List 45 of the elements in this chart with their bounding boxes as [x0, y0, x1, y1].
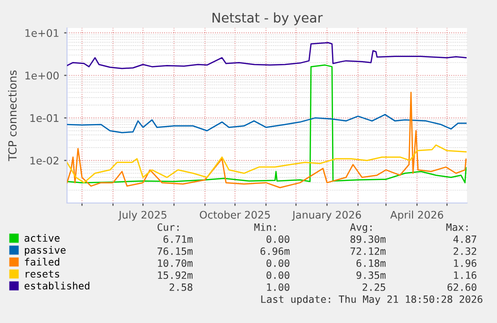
line-series	[67, 42, 467, 70]
text: 62.60	[448, 283, 476, 291]
text: 0.00	[266, 271, 290, 279]
text: 9.35m	[356, 271, 386, 279]
text: 6.18m	[356, 259, 386, 267]
text: 6.71m	[164, 235, 193, 243]
line-series	[67, 64, 467, 184]
text: 72.12m	[350, 247, 386, 255]
legend-label: passive	[24, 246, 66, 256]
text: 4.87	[453, 235, 476, 243]
text: 2.32	[454, 247, 476, 255]
text: 0.00	[266, 235, 290, 243]
text: 2.58	[170, 283, 192, 291]
text: 2.25	[362, 283, 386, 291]
text: Cur:	[158, 223, 179, 231]
text: Max:	[446, 223, 468, 231]
text: 15.92m	[158, 271, 193, 279]
y-tick-label: 1e-01	[30, 114, 58, 122]
text: 1.96	[454, 259, 476, 267]
text: 10.70m	[158, 259, 193, 267]
legend-label: established	[24, 282, 90, 290]
line-series	[67, 144, 467, 184]
legend-label: active	[24, 234, 60, 242]
x-tick-label: April 2026	[390, 210, 444, 221]
y-tick-label: 1e+01	[25, 29, 58, 37]
text: 76.15m	[158, 247, 193, 255]
line-series	[67, 92, 467, 188]
text: 6.96m	[260, 247, 290, 255]
text: 89.30m	[350, 235, 386, 243]
text: Last update: Thu May 21 18:50:28 2026	[261, 295, 482, 305]
y-tick-label: 1e+00	[25, 72, 59, 80]
x-tick-label: October 2025	[200, 210, 270, 219]
legend-label: failed	[24, 258, 60, 266]
text: Min:	[254, 223, 276, 231]
y-axis-title: TCP connections	[8, 70, 17, 162]
x-tick-label: January 2026	[292, 210, 361, 221]
text: 0.00	[266, 259, 290, 267]
y-tick-label: 1e-02	[30, 156, 58, 165]
text: Avg:	[350, 223, 372, 233]
text: 1.16	[454, 271, 476, 279]
text: 1.00	[267, 283, 290, 291]
legend-label: resets	[26, 270, 60, 278]
chart-title: Netstat - by year	[212, 12, 323, 26]
line-series	[67, 114, 467, 134]
x-tick-label: July 2025	[118, 210, 166, 221]
